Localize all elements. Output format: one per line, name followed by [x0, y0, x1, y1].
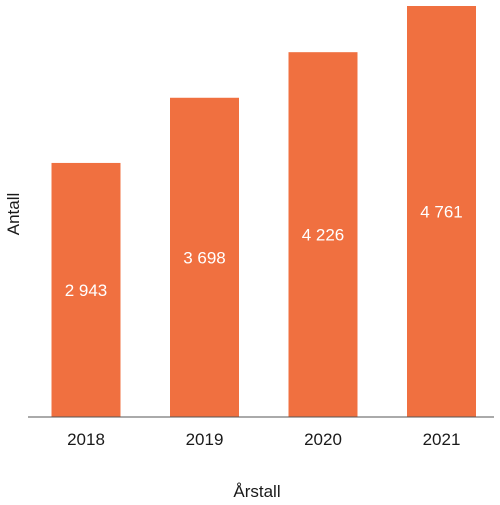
- bars-group: [51, 6, 476, 418]
- bar-2020: [288, 52, 358, 417]
- bar-2021: [407, 6, 476, 417]
- bar-2018: [51, 162, 121, 417]
- x-tick-label-2019: 2019: [186, 430, 224, 449]
- x-tick-label-2021: 2021: [423, 430, 461, 449]
- value-label-2021: 4 761: [420, 203, 463, 222]
- x-tick-label-2020: 2020: [304, 430, 342, 449]
- y-axis-title: Antall: [4, 193, 23, 236]
- value-label-2018: 2 943: [65, 281, 108, 300]
- bar-2019: [170, 97, 239, 418]
- x-axis-title: Årstall: [233, 482, 280, 501]
- x-tick-label-2018: 2018: [67, 430, 105, 449]
- x-tick-labels-group: 2018 2019 2020 2021: [67, 430, 460, 449]
- value-label-2019: 3 698: [183, 248, 226, 267]
- value-labels-group: 2 943 3 698 4 226 4 761: [65, 203, 463, 300]
- value-label-2020: 4 226: [302, 226, 345, 245]
